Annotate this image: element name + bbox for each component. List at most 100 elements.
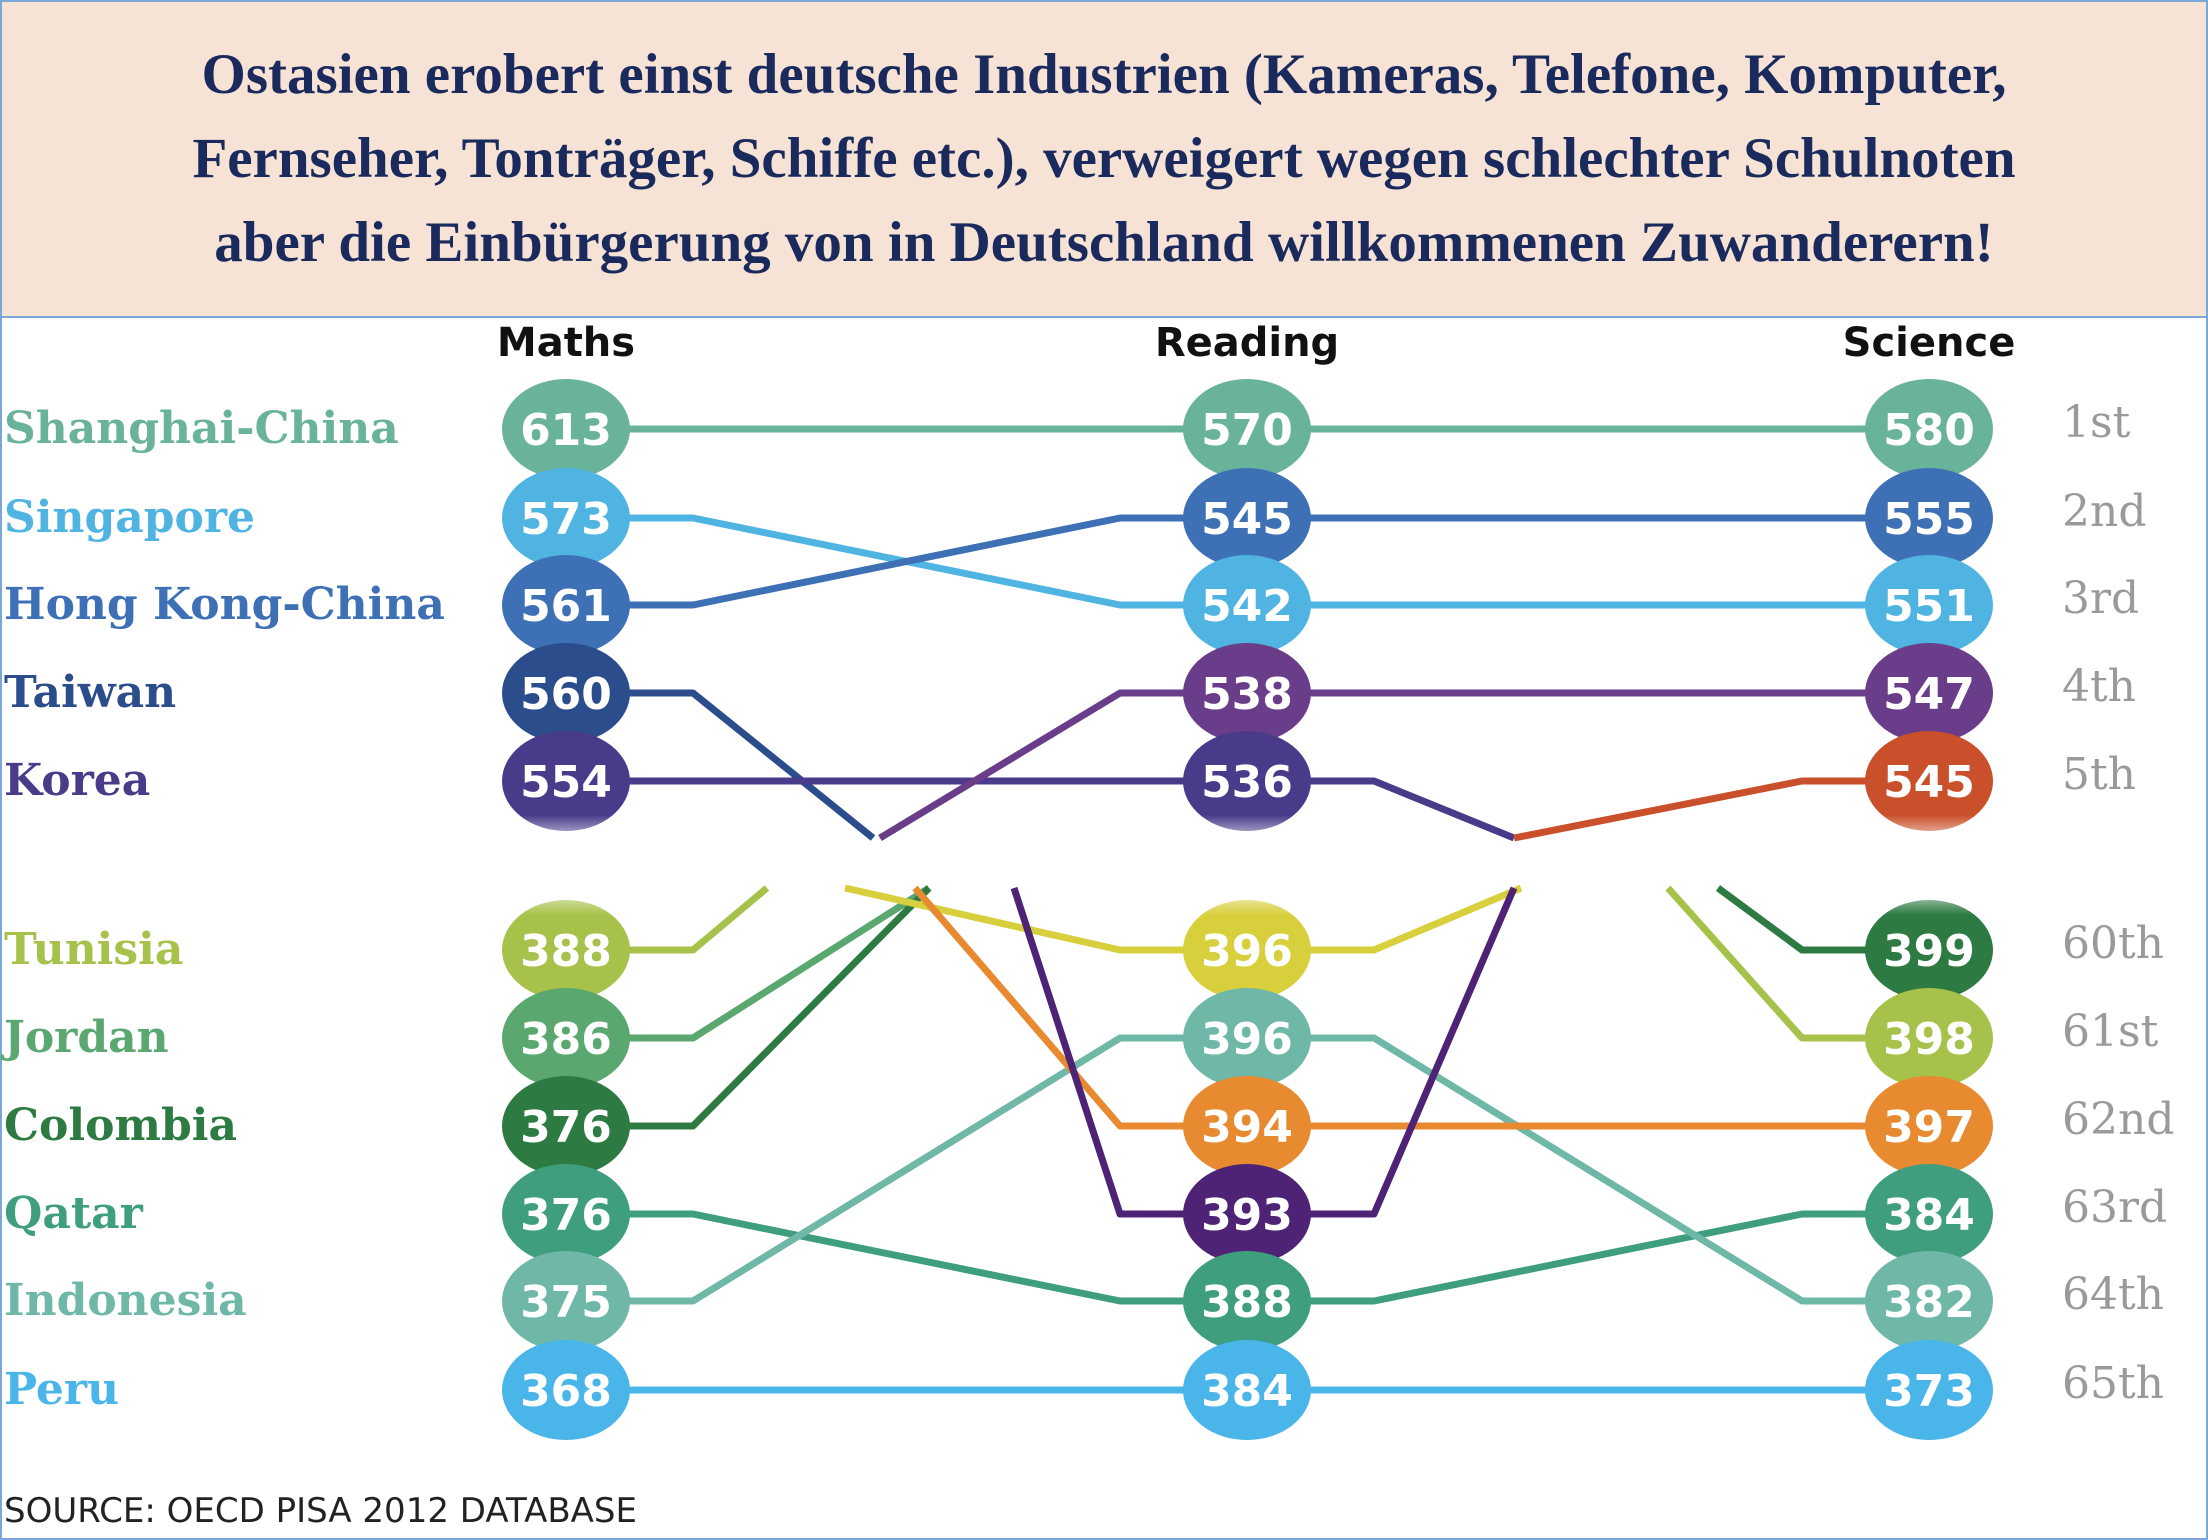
- title-line-3: aber die Einbürgerung von in Deutschland…: [214, 211, 1994, 274]
- score-label: 536: [1201, 757, 1293, 808]
- gap-fade: [496, 815, 636, 915]
- score-label: 393: [1201, 1190, 1293, 1241]
- score-label: 554: [520, 757, 612, 808]
- score-label: 375: [520, 1277, 612, 1328]
- rank-label: 1st: [2062, 397, 2131, 448]
- score-bubble: [1183, 1164, 1311, 1264]
- score-label: 376: [520, 1190, 612, 1241]
- country-label: Korea: [4, 755, 150, 806]
- rank-label: 3rd: [2062, 573, 2139, 624]
- chart-frame: [0, 316, 2208, 1540]
- score-label: 388: [520, 926, 612, 977]
- score-bubble: [1865, 900, 1993, 1000]
- score-bubble: [502, 379, 630, 479]
- score-bubble: [1865, 643, 1993, 743]
- score-bubble: [502, 1340, 630, 1440]
- column-header-science: Science: [1843, 320, 2016, 366]
- rank-label: 64th: [2062, 1269, 2164, 1320]
- score-bubble: [1183, 900, 1311, 1000]
- score-label: 384: [1883, 1190, 1975, 1241]
- column-header-reading: Reading: [1155, 320, 1339, 366]
- score-label: 545: [1201, 494, 1293, 545]
- score-bubble: [1183, 555, 1311, 655]
- country-label: Colombia: [4, 1100, 237, 1151]
- score-bubble: [1183, 988, 1311, 1088]
- score-label: 396: [1201, 1014, 1293, 1065]
- score-bubble: [1865, 731, 1993, 831]
- score-bubble: [1865, 1076, 1993, 1176]
- country-label: Indonesia: [4, 1275, 247, 1326]
- score-label: 368: [520, 1366, 612, 1417]
- score-label: 570: [1201, 405, 1293, 456]
- score-label: 555: [1883, 494, 1975, 545]
- score-bubble: [1183, 379, 1311, 479]
- score-bubble: [1865, 1251, 1993, 1351]
- rank-label: 62nd: [2062, 1094, 2175, 1145]
- score-bubble: [502, 555, 630, 655]
- score-label: 388: [1201, 1277, 1293, 1328]
- score-label: 538: [1201, 669, 1293, 720]
- score-bubble: [502, 1251, 630, 1351]
- score-bubble: [502, 900, 630, 1000]
- score-bubble: [1865, 555, 1993, 655]
- score-bubble: [1865, 988, 1993, 1088]
- score-label: 542: [1201, 581, 1293, 632]
- score-label: 613: [520, 405, 612, 456]
- score-label: 560: [520, 669, 612, 720]
- link-line: [1247, 1034, 1929, 1305]
- rank-label: 63rd: [2062, 1182, 2167, 1233]
- score-bubble: [1183, 1076, 1311, 1176]
- score-bubble: [502, 1164, 630, 1264]
- score-label: 394: [1201, 1102, 1293, 1153]
- source-note: SOURCE: OECD PISA 2012 DATABASE: [4, 1491, 637, 1531]
- link-line: [566, 1210, 1247, 1305]
- score-bubble: [1865, 379, 1993, 479]
- score-label: 384: [1201, 1366, 1293, 1417]
- rank-label: 61st: [2062, 1006, 2159, 1057]
- title-line-1: Ostasien erobert einst deutsche Industri…: [201, 43, 2007, 106]
- country-label: Shanghai-China: [4, 403, 399, 454]
- rank-label: 5th: [2062, 749, 2136, 800]
- score-bubble: [1183, 1340, 1311, 1440]
- rank-label: 2nd: [2062, 486, 2147, 537]
- score-bubble: [502, 988, 630, 1088]
- score-label: 547: [1883, 669, 1975, 720]
- score-bubble: [1183, 643, 1311, 743]
- score-label: 551: [1883, 581, 1975, 632]
- score-bubble: [502, 468, 630, 568]
- link-line: [566, 1034, 1247, 1305]
- link-line: [566, 514, 1247, 609]
- country-label: Hong Kong-China: [4, 579, 445, 630]
- score-bubble: [1183, 1251, 1311, 1351]
- score-label: 573: [520, 494, 612, 545]
- score-label: 580: [1883, 405, 1975, 456]
- score-bubble: [502, 643, 630, 743]
- country-label: Jordan: [0, 1012, 169, 1063]
- gap-fade: [1859, 815, 1999, 915]
- score-label: 396: [1201, 926, 1293, 977]
- rank-label: 4th: [2062, 661, 2136, 712]
- gap-fade: [1177, 815, 1317, 915]
- title-banner: Ostasien erobert einst deutsche Industri…: [0, 0, 2208, 318]
- score-label: 397: [1883, 1102, 1975, 1153]
- title-line-2: Fernseher, Tonträger, Schiffe etc.), ver…: [192, 127, 2016, 190]
- score-label: 376: [520, 1102, 612, 1153]
- country-label: Singapore: [4, 492, 255, 543]
- score-label: 561: [520, 581, 612, 632]
- score-label: 373: [1883, 1366, 1975, 1417]
- score-bubble: [502, 1076, 630, 1176]
- link-line: [1247, 1210, 1929, 1305]
- score-bubble: [502, 731, 630, 831]
- score-label: 545: [1883, 757, 1975, 808]
- score-label: 399: [1883, 926, 1975, 977]
- score-bubble: [1865, 1340, 1993, 1440]
- score-bubble: [1183, 731, 1311, 831]
- country-label: Peru: [4, 1364, 119, 1415]
- column-header-maths: Maths: [497, 320, 635, 366]
- score-bubble: [1865, 1164, 1993, 1264]
- score-label: 386: [520, 1014, 612, 1065]
- score-label: 382: [1883, 1277, 1975, 1328]
- country-label: Tunisia: [4, 924, 183, 975]
- rank-label: 60th: [2062, 918, 2164, 969]
